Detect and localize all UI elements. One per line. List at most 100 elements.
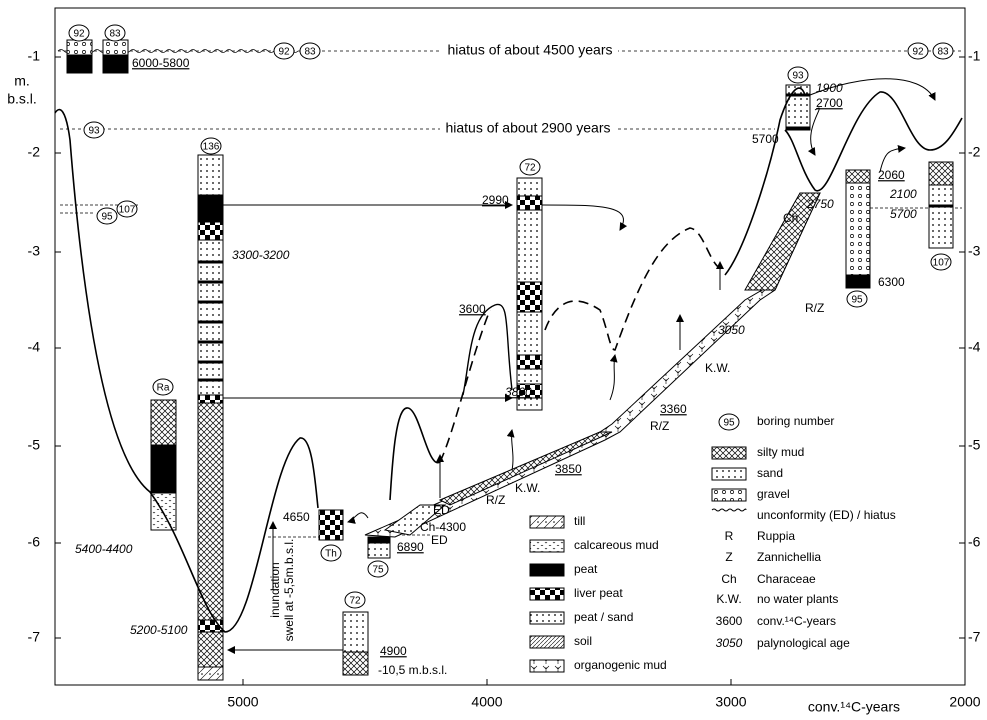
annotation: 2750 (806, 197, 834, 211)
boring-circle (200, 137, 222, 155)
boring-number: 75 (372, 565, 384, 576)
boring-number: 93 (88, 126, 100, 137)
legend-label: Characeae (757, 572, 816, 586)
y-tick-label: -1 (28, 48, 41, 64)
legend-label: calcareous mud (574, 538, 659, 552)
annotation: 2700 (816, 96, 843, 110)
y-axis-label: m. (14, 73, 30, 89)
annotation: swell at -5,5m.b.s.l. (282, 539, 296, 642)
x-tick-label: 4000 (471, 694, 502, 710)
annotation: 2990 (482, 193, 509, 207)
boring-number: 92 (912, 47, 924, 58)
legend-symbol: Z (725, 550, 732, 564)
boring-circle (846, 290, 868, 308)
arrows (223, 78, 936, 654)
annotation: 3850 (555, 462, 582, 476)
x-tick-label: 2000 (949, 694, 980, 710)
annotation: 4900 (380, 644, 407, 658)
annotation: Ch (783, 211, 798, 225)
x-tick-label: 3000 (715, 694, 746, 710)
boring-number: 136 (203, 142, 220, 153)
boring-number: 72 (524, 163, 536, 174)
y-tick-label: -3 (28, 243, 41, 259)
legend-label: conv.¹⁴C-years (757, 614, 836, 628)
annotation: 5700 (890, 207, 917, 221)
y-tick-label-right: -2 (968, 144, 981, 160)
annotation: 6300 (878, 275, 905, 289)
legend-symbol: 3050 (716, 636, 743, 650)
annotation: inundation (268, 562, 282, 617)
legend-label: Ruppia (757, 529, 795, 543)
annotation: 3050 (718, 323, 745, 337)
annotation: 5700 (752, 132, 779, 146)
legend-label: boring number (757, 414, 834, 428)
legend-label: soil (574, 634, 592, 648)
annotation: 2100 (889, 187, 917, 201)
legend-label: organogenic mud (574, 658, 667, 672)
annotation: 1900 (816, 81, 843, 95)
boring-number: 92 (73, 29, 85, 40)
y-tick-label: -6 (28, 534, 41, 550)
y-tick-label-right: -7 (968, 629, 981, 645)
y-tick-label-right: -6 (968, 534, 981, 550)
annotation: 5400-4400 (75, 542, 133, 556)
label-bg (440, 121, 616, 137)
hiatus-label: hiatus of about 2900 years (445, 120, 610, 136)
legend-symbol: 3600 (716, 614, 743, 628)
boring-number: 92 (278, 47, 290, 58)
annotation: K.W. (515, 481, 540, 495)
legend-label: Zannichellia (757, 550, 821, 564)
legend-symbol: K.W. (716, 592, 741, 606)
legend-label: peat (574, 562, 598, 576)
annotation: 3800 (505, 385, 532, 399)
boring-circle (932, 42, 954, 60)
annotation: 4650 (283, 510, 310, 524)
boring-number: 72 (349, 596, 361, 607)
y-tick-label: -5 (28, 437, 41, 453)
boring-circle (83, 121, 105, 139)
legend-label: unconformity (ED) / hiatus (757, 508, 896, 522)
boring-circle (299, 42, 321, 60)
annotation: 6000-5800 (132, 56, 190, 70)
boring-circle (104, 24, 126, 42)
boring-number: 95 (851, 295, 863, 306)
y-tick-label: -7 (28, 629, 41, 645)
annotation: 6890 (397, 540, 424, 554)
boring-circle (116, 200, 138, 218)
annotation: ED (433, 503, 450, 517)
boring-number: 107 (933, 258, 950, 269)
boring-number: 83 (937, 47, 949, 58)
boring-circle (344, 591, 366, 609)
boring-circle (787, 66, 809, 84)
y-tick-label-right: -4 (968, 339, 981, 355)
legend-swatches (529, 446, 747, 673)
annotation: R/Z (650, 419, 669, 433)
boring-circle (367, 560, 389, 578)
legend-label: peat / sand (574, 610, 633, 624)
boring-number: 95 (101, 212, 113, 223)
boring-circle (930, 253, 952, 271)
annotation: -10,5 m.b.s.l. (378, 663, 447, 677)
boring-number: 93 (792, 71, 804, 82)
boring-circle (907, 42, 929, 60)
boring-number: Th (325, 549, 337, 560)
annotation: 5200-5100 (130, 623, 188, 637)
annotation: 3300-3200 (232, 248, 290, 262)
legend-label: gravel (757, 487, 790, 501)
boring-circle (68, 24, 90, 42)
annotation: 3360 (660, 402, 687, 416)
x-tick-label: 5000 (227, 694, 258, 710)
boring-number: Ra (157, 383, 170, 394)
y-tick-label-right: -3 (968, 243, 981, 259)
annotation: K.W. (705, 361, 730, 375)
boring-circle (152, 378, 174, 396)
legend-label: till (574, 514, 585, 528)
boring-circle (718, 413, 740, 431)
annotation: 2060 (878, 168, 905, 182)
hiatus-label: hiatus of about 4500 years (447, 42, 612, 58)
annotation: ED (431, 533, 448, 547)
x-axis-label: conv.¹⁴C-years (808, 699, 900, 715)
legend-label: sand (757, 466, 783, 480)
annotation: R/Z (486, 493, 505, 507)
